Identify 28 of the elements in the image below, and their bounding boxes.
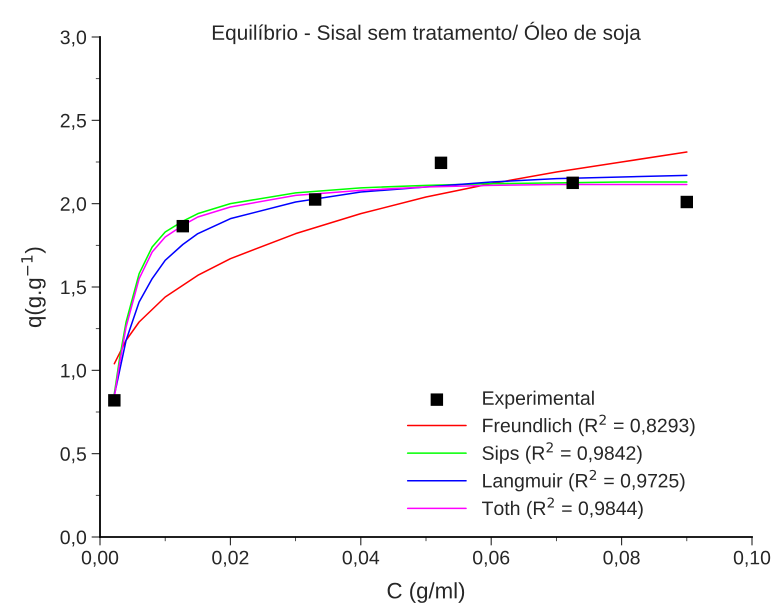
y-tick-label: 2,5 — [60, 114, 86, 130]
legend-label: Experimental — [483, 390, 594, 409]
x-tick-label: 0,02 — [212, 550, 248, 567]
y-tick-label: 0,0 — [60, 530, 86, 547]
legend-label: Freundlich (R$^{2}$ = 0,8293) — [483, 414, 695, 436]
legend-label: Langmuir (R$^{2}$ = 0,9725) — [483, 470, 685, 492]
point — [434, 156, 448, 170]
legend-label: Toth (R$^{2}$ = 0,9844) — [482, 497, 643, 520]
x-tick-label: 0,00 — [82, 550, 118, 567]
x-tick-label: 0,06 — [473, 550, 510, 567]
y-tick-label: 1,5 — [61, 280, 86, 297]
y-tick-label: 2,0 — [60, 197, 86, 214]
line-series — [114, 151, 688, 364]
legend-label: Sips (R$^{2}$ = 0,9842) — [482, 442, 642, 464]
point — [566, 176, 579, 190]
x-axis-title: C (g/ml) — [388, 582, 464, 603]
point — [680, 196, 694, 208]
y-tick-label: 0,5 — [60, 447, 86, 464]
x-tick-label: 0,10 — [734, 550, 770, 567]
point — [308, 193, 322, 206]
y-tick-label: 3,0 — [60, 30, 86, 47]
y-axis-title: q(g.g$^{−1}$) — [21, 248, 46, 328]
y-tick-label: 1,0 — [61, 364, 86, 380]
point — [176, 220, 190, 232]
x-tick-label: 0,04 — [342, 550, 380, 567]
x-tick-label: 0,08 — [603, 550, 640, 567]
chart-title: Equilíbrio - Sisal sem tratamento/ Óleo de soja — [212, 22, 641, 44]
point — [108, 394, 121, 407]
